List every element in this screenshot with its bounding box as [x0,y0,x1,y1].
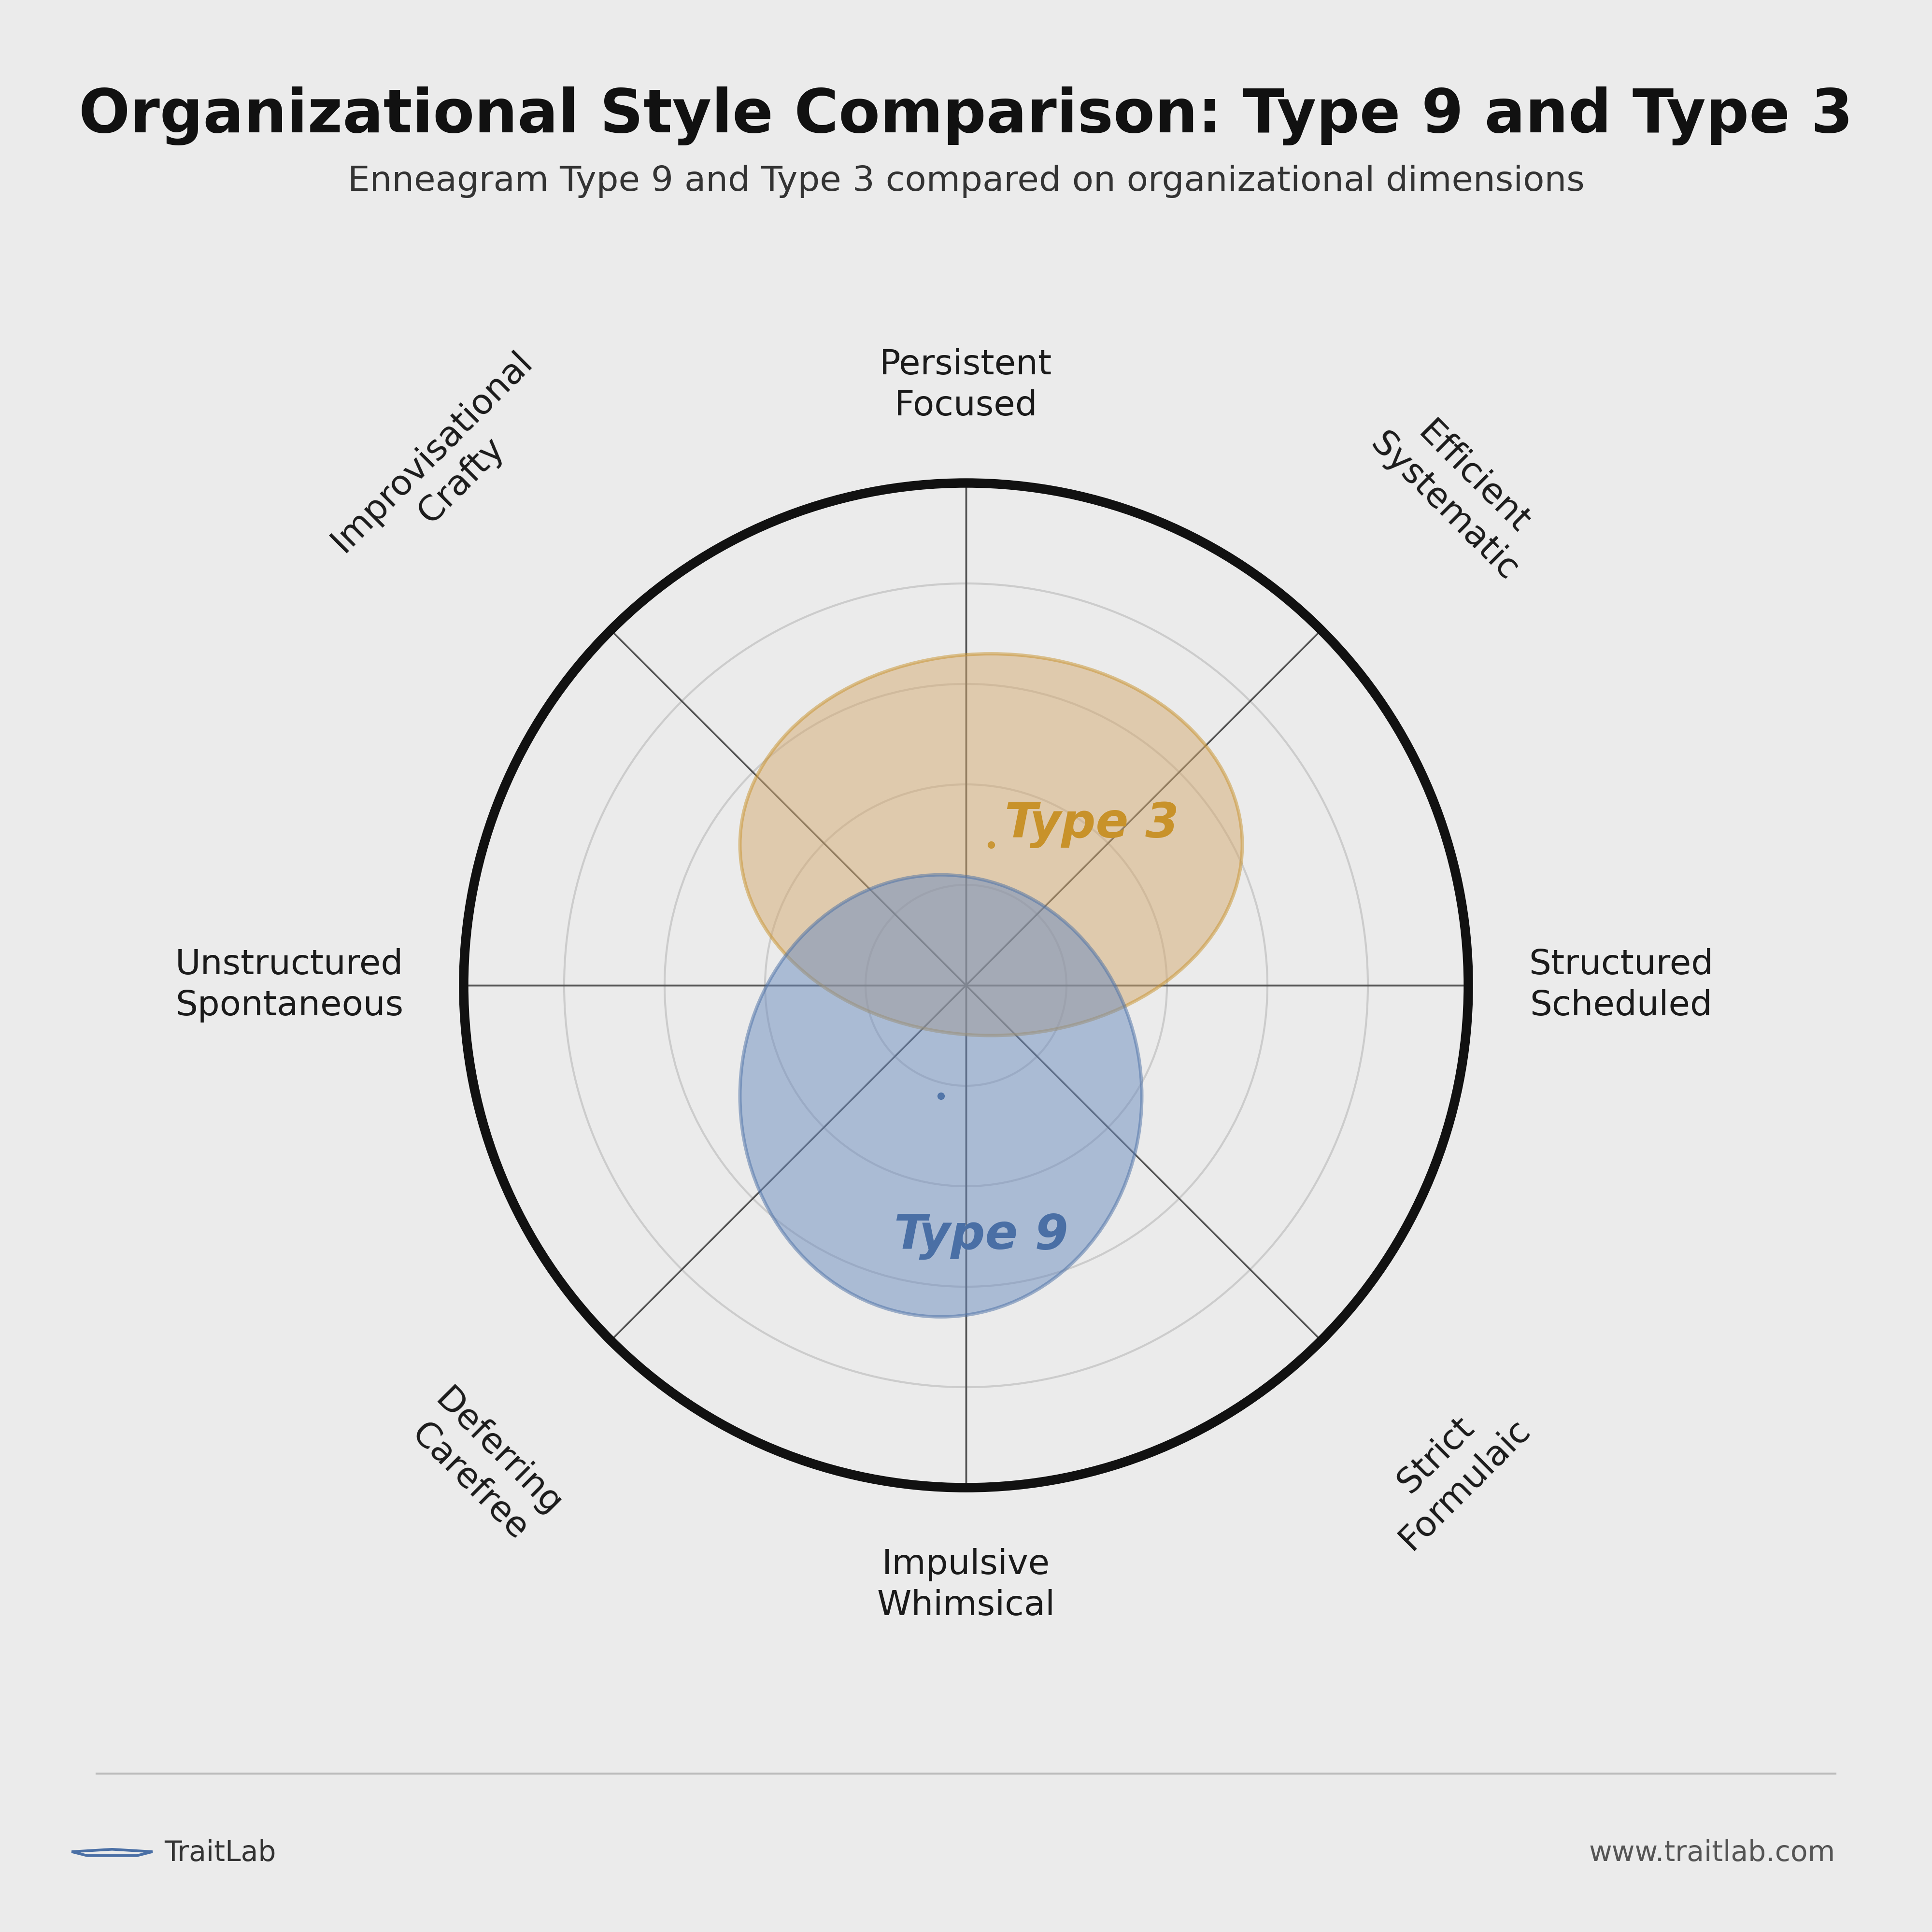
Text: Organizational Style Comparison: Type 9 and Type 3: Organizational Style Comparison: Type 9 … [79,87,1853,145]
Text: Structured
Scheduled: Structured Scheduled [1528,949,1714,1022]
Text: Improvisational
Crafty: Improvisational Crafty [325,344,568,587]
Text: Deferring
Carefree: Deferring Carefree [400,1383,568,1551]
Text: Unstructured
Spontaneous: Unstructured Spontaneous [176,949,404,1022]
Text: Persistent
Focused: Persistent Focused [879,348,1053,423]
Ellipse shape [740,875,1142,1318]
Text: Enneagram Type 9 and Type 3 compared on organizational dimensions: Enneagram Type 9 and Type 3 compared on … [348,164,1584,199]
Text: Type 9: Type 9 [895,1213,1068,1260]
Text: Efficient
Systematic: Efficient Systematic [1364,398,1553,587]
Text: TraitLab: TraitLab [164,1839,276,1866]
Text: www.traitlab.com: www.traitlab.com [1588,1839,1835,1866]
Text: Type 3: Type 3 [1005,802,1179,848]
Text: Impulsive
Whimsical: Impulsive Whimsical [877,1548,1055,1623]
Text: Strict
Formulaic: Strict Formulaic [1364,1383,1536,1555]
Ellipse shape [740,653,1242,1036]
